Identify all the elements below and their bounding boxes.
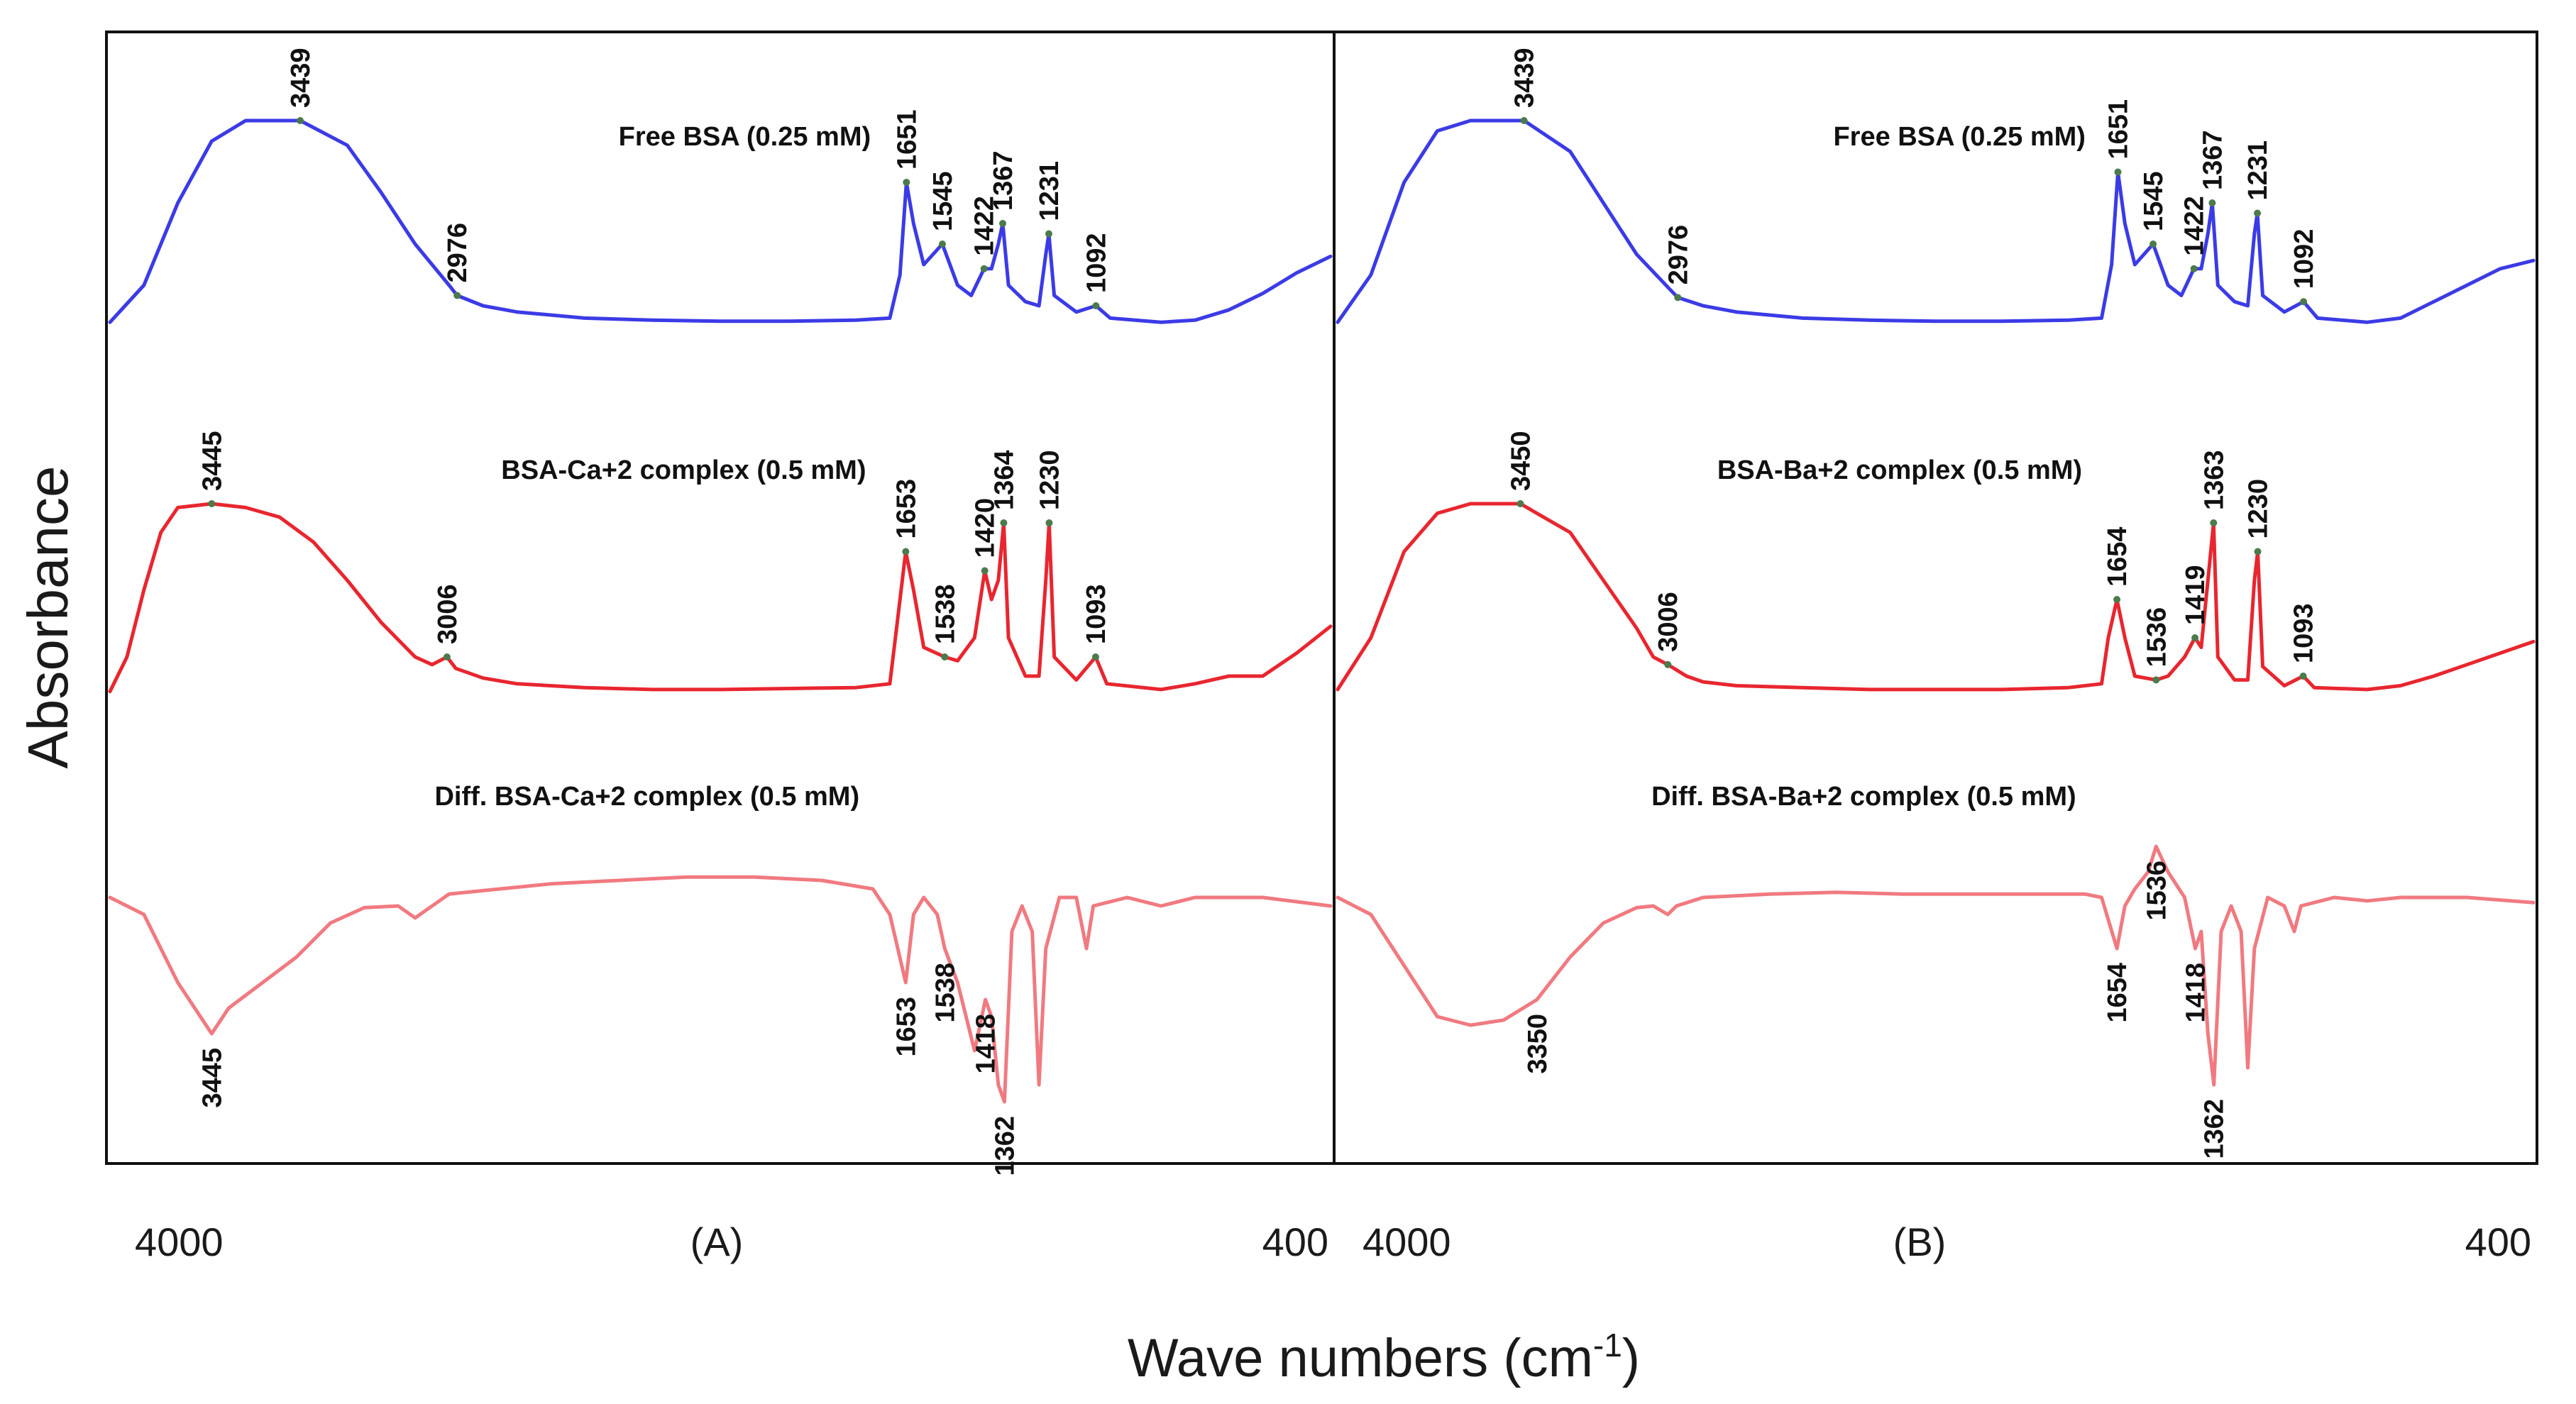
panel-b-trace-1-peak-marker-1092 [2300, 298, 2308, 306]
panel-b-trace-2-peak-marker-1230 [2254, 548, 2262, 555]
panel-a-frame [105, 31, 1336, 1165]
panel-a-trace-2-peak-1230: 1230 [1035, 450, 1064, 510]
panel-a-trace-1-peak-3439: 3439 [286, 48, 316, 108]
panel-b-trace-1-peak-1231: 1231 [2243, 140, 2273, 201]
panel-b-trace-1-peak-2976: 2976 [1663, 225, 1693, 285]
panel-b-trace-2-peak-marker-1419 [2191, 634, 2199, 641]
panel-a-trace-1-peak-marker-2976 [453, 292, 461, 299]
panel-b-trace-1-peak-marker-1422 [2190, 265, 2198, 272]
panel-b-trace-2-line [1336, 502, 2536, 692]
panel-b-trace-2-peak-marker-1093 [2299, 673, 2307, 680]
panel-b-trace-3-peak-1362: 1362 [2200, 1099, 2230, 1159]
panel-a-label: (A) [690, 1220, 744, 1264]
panel-a-trace-2-peak-1364: 1364 [989, 450, 1019, 510]
panel-b-trace-2-peak-3006: 3006 [1653, 592, 1683, 652]
panel-a-trace-3-peak-1362: 1362 [990, 1116, 1020, 1176]
x-axis-label: Wave numbers (cm-1) [1128, 1327, 1640, 1388]
panel-a-trace-1-peak-1092: 1092 [1081, 233, 1111, 293]
panel-b-trace-2-peak-marker-1363 [2210, 519, 2218, 526]
panel-a-trace-1-line [108, 118, 1333, 324]
panel-a-trace-1-peak-2976: 2976 [443, 223, 473, 283]
panel-b-tick-4000: 4000 [1363, 1220, 1451, 1264]
panel-a-trace-3-peak-3445: 3445 [197, 1048, 227, 1108]
panel-a-trace-2-peak-marker-3445 [208, 500, 216, 507]
panel-a-trace-2-peak-3445: 3445 [197, 431, 227, 491]
panel-b-trace-2-peak-marker-1654 [2113, 596, 2121, 603]
panel-b-trace-1-peak-3439: 3439 [1510, 48, 1540, 108]
panel-b-trace-3-line [1336, 844, 2536, 1087]
panel-b-trace-2-peak-3450: 3450 [1506, 431, 1536, 491]
panel-a-trace-2-peak-marker-1364 [1000, 519, 1008, 526]
panel-a-trace-2-peak-1420: 1420 [971, 498, 1001, 558]
panel-a-trace-2-peak-1538: 1538 [930, 584, 960, 644]
panel-b-trace-1-peak-1651: 1651 [2103, 99, 2133, 160]
panel-b-trace-1-peak-marker-1651 [2114, 168, 2122, 176]
panel-a-trace-1-title: Free BSA (0.25 mM) [619, 122, 871, 152]
panel-a-trace-1-peak-marker-1651 [903, 179, 910, 186]
panel-a-trace-1-peak-1231: 1231 [1035, 161, 1064, 221]
panel-b-trace-2-peak-marker-3450 [1517, 500, 1524, 507]
panel-b-trace-1-peak-marker-2976 [1674, 294, 1682, 302]
panel-a-trace-1-peak-1367: 1367 [989, 150, 1018, 211]
panel-a-tick-4000: 4000 [135, 1220, 224, 1264]
panel-a-tick-400: 400 [1262, 1220, 1328, 1264]
panel-a-trace-1-peak-marker-1545 [938, 241, 946, 248]
panel-b-trace-2-peak-1419: 1419 [2181, 565, 2211, 625]
panel-a-trace-3-line [108, 875, 1333, 1104]
panel-b-trace-2-peak-1093: 1093 [2289, 603, 2319, 663]
panel-a-trace-1-peak-1651: 1651 [892, 109, 922, 170]
panel-b-trace-1-peak-1367: 1367 [2198, 130, 2228, 190]
panel-a-trace-1-peak-marker-1367 [998, 220, 1006, 227]
panel-a-trace-1-peak-1545: 1545 [928, 171, 958, 231]
panel-b-trace-1-peak-1092: 1092 [2289, 229, 2319, 289]
panel-b-tick-400: 400 [2465, 1220, 2531, 1264]
panel-b-trace-1-peak-marker-1545 [2150, 241, 2157, 248]
panel-a-trace-3-peak-1418: 1418 [971, 1014, 1001, 1074]
panel-b-trace-2-peak-1230: 1230 [2244, 479, 2274, 539]
panel-a-trace-1-peak-marker-1231 [1045, 230, 1052, 238]
panel-a-trace-3-peak-1653: 1653 [891, 997, 921, 1057]
panel-a-trace-1-peak-marker-1422 [980, 265, 988, 272]
panel-a-trace-1-peak-marker-3439 [297, 117, 304, 124]
panel-b-trace-2-peak-1536: 1536 [2142, 607, 2172, 668]
panel-b-trace-3-peak-1418: 1418 [2181, 963, 2211, 1023]
panel-a-trace-2-title: BSA-Ca+2 complex (0.5 mM) [501, 455, 866, 485]
panel-a-trace-2-peak-marker-1653 [902, 548, 910, 555]
panel-b-trace-1-peak-marker-1367 [2208, 199, 2216, 206]
panel-b-trace-2-peak-marker-1536 [2152, 676, 2160, 684]
panel-a-trace-2-line [108, 502, 1333, 694]
panel-a-trace-1-peak-1422: 1422 [970, 196, 1000, 256]
panel-b-trace-1-peak-1422: 1422 [2180, 196, 2210, 256]
panel-b-trace-1-peak-1545: 1545 [2139, 171, 2169, 231]
panel-b-trace-1-title: Free BSA (0.25 mM) [1833, 122, 2085, 152]
panel-b-trace-1-peak-marker-1231 [2254, 209, 2262, 217]
panel-a-trace-2-peak-marker-1093 [1091, 653, 1099, 660]
panel-b-trace-2-title: BSA-Ba+2 complex (0.5 mM) [1717, 455, 2082, 485]
panel-b-trace-3-peak-1536: 1536 [2142, 861, 2172, 921]
panel-a-trace-3-title: Diff. BSA-Ca+2 complex (0.5 mM) [434, 782, 859, 812]
panel-b-trace-3-peak-3350: 3350 [1523, 1014, 1553, 1074]
panel-b-trace-1-line [1336, 118, 2536, 324]
panel-b-trace-3-peak-1654: 1654 [2103, 963, 2132, 1023]
panel-b-frame [1333, 31, 2538, 1165]
panel-a-trace-2-peak-marker-3006 [443, 653, 451, 660]
panel-a-trace-2-peak-3006: 3006 [433, 584, 463, 644]
panel-a-trace-2-peak-1653: 1653 [891, 479, 921, 539]
panel-b-trace-1-peak-marker-3439 [1520, 117, 1528, 124]
panel-b-label: (B) [1893, 1220, 1947, 1264]
panel-a-trace-2-peak-marker-1420 [981, 567, 989, 575]
panel-a-trace-3-peak-1538: 1538 [930, 963, 960, 1023]
panel-a-trace-2-peak-1093: 1093 [1081, 584, 1111, 644]
panel-b-trace-3-title: Diff. BSA-Ba+2 complex (0.5 mM) [1651, 782, 2076, 812]
panel-a-trace-2-peak-marker-1538 [941, 653, 949, 660]
panel-b-trace-2-peak-1363: 1363 [2199, 450, 2229, 510]
panel-b-trace-2-peak-1654: 1654 [2103, 526, 2132, 587]
y-axis-label: Absorbance [16, 466, 79, 769]
panel-a-trace-2-peak-marker-1230 [1045, 519, 1053, 526]
panel-b-trace-2-peak-marker-3006 [1664, 660, 1672, 668]
panel-a-trace-1-peak-marker-1092 [1092, 302, 1100, 309]
